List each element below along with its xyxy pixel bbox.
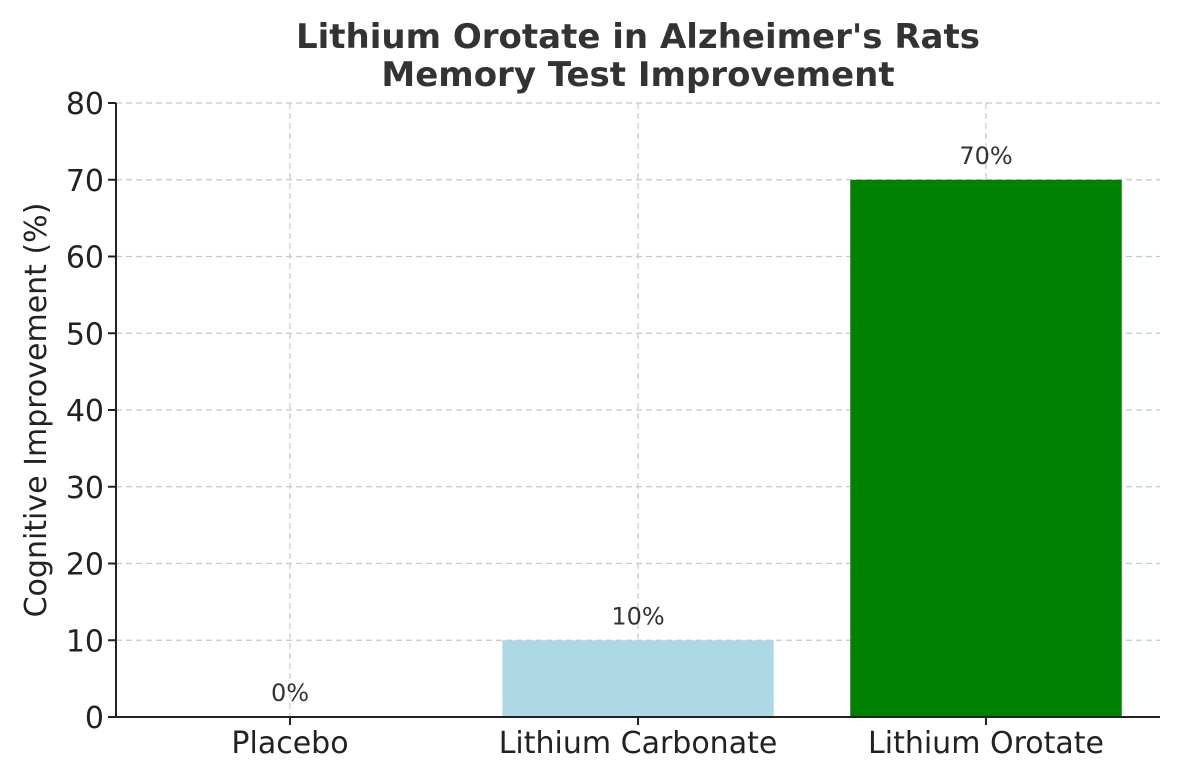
y-tick-label: 80 — [66, 87, 104, 122]
y-tick-label: 10 — [66, 624, 104, 659]
axis-layer: 0 10 20 30 40 50 60 70 80 Placebo Lithium Carbonat… — [66, 87, 1160, 761]
y-tick-label: 20 — [66, 548, 104, 583]
y-tick-label: 0 — [85, 701, 104, 736]
chart-title-line-2: Memory Test Improvement — [381, 55, 894, 95]
y-tick-label: 50 — [66, 317, 104, 352]
y-tick-label: 70 — [66, 164, 104, 199]
data-label: 0% — [271, 679, 309, 707]
bar-layer — [502, 179, 1122, 717]
x-tick-label: Lithium Carbonate — [499, 726, 778, 761]
y-tick-label: 40 — [66, 394, 104, 429]
bar-lithium-carbonate — [502, 640, 774, 717]
data-label-layer: 0% 10% 70% — [271, 142, 1013, 707]
data-label: 70% — [959, 142, 1012, 170]
y-axis-label: Cognitive Improvement (%) — [19, 203, 54, 618]
x-tick-label: Placebo — [231, 726, 348, 761]
x-tick-label: Lithium Orotate — [868, 726, 1104, 761]
y-tick-label: 60 — [66, 241, 104, 276]
grid-layer — [116, 102, 1160, 718]
data-label: 10% — [611, 602, 664, 630]
bar-lithium-orotate — [850, 179, 1122, 717]
y-tick-label: 30 — [66, 471, 104, 506]
chart-title-line-1: Lithium Orotate in Alzheimer's Rats — [296, 17, 980, 57]
